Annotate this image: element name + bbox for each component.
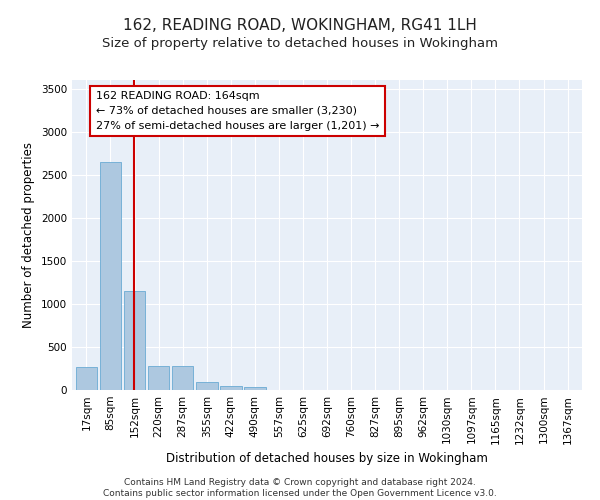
X-axis label: Distribution of detached houses by size in Wokingham: Distribution of detached houses by size … [166, 452, 488, 465]
Bar [244, 387, 266, 390]
Text: Contains HM Land Registry data © Crown copyright and database right 2024.
Contai: Contains HM Land Registry data © Crown c… [103, 478, 497, 498]
Bar [124, 291, 145, 390]
Bar [148, 366, 169, 390]
Text: 162, READING ROAD, WOKINGHAM, RG41 1LH: 162, READING ROAD, WOKINGHAM, RG41 1LH [123, 18, 477, 32]
Bar [220, 386, 242, 390]
Bar [76, 367, 97, 390]
Y-axis label: Number of detached properties: Number of detached properties [22, 142, 35, 328]
Text: Size of property relative to detached houses in Wokingham: Size of property relative to detached ho… [102, 38, 498, 51]
Text: 162 READING ROAD: 164sqm
← 73% of detached houses are smaller (3,230)
27% of sem: 162 READING ROAD: 164sqm ← 73% of detach… [95, 91, 379, 131]
Bar [100, 162, 121, 390]
Bar [172, 366, 193, 390]
Bar [196, 382, 218, 390]
